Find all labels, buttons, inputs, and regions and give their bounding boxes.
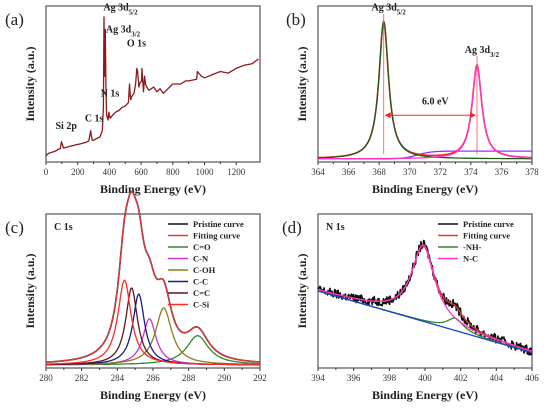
x-tick-label: 366 xyxy=(342,167,356,177)
legend-label: Pristine curve xyxy=(193,219,244,229)
y-axis-label: Intensity (a.u.) xyxy=(295,46,309,121)
x-tick-label: 284 xyxy=(111,373,125,383)
x-tick-label: 400 xyxy=(103,167,117,177)
panel-label: (c) xyxy=(5,218,24,237)
x-tick-label: 404 xyxy=(490,373,504,383)
x-tick-label: 0 xyxy=(44,167,49,177)
x-tick-label: 406 xyxy=(525,373,539,383)
panel-label: (d) xyxy=(282,218,302,237)
series-line-c-oh xyxy=(46,307,260,366)
series-line-curve xyxy=(45,16,259,157)
legend-label: N-C xyxy=(463,254,478,264)
x-tick-label: 286 xyxy=(146,373,160,383)
legend-label: C-N xyxy=(193,254,209,264)
x-tick-label: 288 xyxy=(182,373,196,383)
legend-label: Fitting curve xyxy=(463,231,510,241)
peak-annotation: 6.0 eV xyxy=(422,96,449,107)
x-tick-label: 368 xyxy=(372,167,386,177)
arrow-head-right xyxy=(469,112,476,119)
x-tick-label: 374 xyxy=(464,167,478,177)
arrow-head-left xyxy=(384,112,391,119)
x-axis-label: Binding Energy (eV) xyxy=(372,182,478,196)
y-axis-label: Intensity (a.u.) xyxy=(23,46,37,121)
peak-annotation: Ag 3d3/2 xyxy=(106,25,141,39)
peak-annotation: C 1s xyxy=(85,113,104,124)
panel-title: N 1s xyxy=(326,222,345,233)
series-line-envelope xyxy=(317,20,533,159)
legend-label: C-Si xyxy=(193,300,210,310)
x-tick-label: 378 xyxy=(525,167,539,177)
x-tick-label: 1000 xyxy=(196,167,215,177)
x-tick-label: 402 xyxy=(454,373,468,383)
x-tick-label: 280 xyxy=(39,373,53,383)
x-tick-label: 394 xyxy=(311,373,325,383)
panel-title: C 1s xyxy=(54,222,73,233)
x-tick-label: 370 xyxy=(403,167,417,177)
legend-label: Fitting curve xyxy=(193,231,240,241)
plot-frame xyxy=(45,5,261,163)
series-line-n-c xyxy=(317,245,533,352)
x-tick-label: 282 xyxy=(75,373,89,383)
peak-annotation: Ag 3d3/2 xyxy=(465,45,500,59)
series-line-background xyxy=(317,290,533,354)
series-line-c-si xyxy=(46,279,260,366)
legend-label: C=C xyxy=(193,288,210,298)
x-tick-label: 600 xyxy=(134,167,148,177)
peak-annotation: Ag 3d5/2 xyxy=(103,3,138,17)
x-tick-label: 1200 xyxy=(227,167,246,177)
panel-d: 394 396 398 400 402 404 406 Binding Energy (eV)… xyxy=(282,213,539,402)
series-line-c-c xyxy=(46,293,260,366)
y-axis-label: Intensity (a.u.) xyxy=(23,253,37,328)
x-tick-label: 364 xyxy=(311,167,325,177)
x-tick-label: 372 xyxy=(434,167,448,177)
x-axis-label: Binding Energy (eV) xyxy=(372,388,478,402)
peak-annotation: O 1s xyxy=(127,39,146,50)
panel-b: 364 366 368 370 372 374 376 378 Binding Energy (… xyxy=(286,3,539,196)
y-axis-label: Intensity (a.u.) xyxy=(295,253,309,328)
peak-annotation: Ag 3d5/2 xyxy=(372,3,407,17)
legend-label: C=O xyxy=(193,242,211,252)
legend-label: -NH- xyxy=(463,242,482,252)
x-tick-label: 200 xyxy=(71,167,85,177)
x-tick-label: 376 xyxy=(495,167,509,177)
peak-annotation: Si 2p xyxy=(56,121,78,132)
x-tick-label: 398 xyxy=(383,373,397,383)
legend-label: C-OH xyxy=(193,265,216,275)
panel-c: 280 282 284 286 288 290 292 Binding Energy (eV)… xyxy=(5,190,267,402)
x-tick-label: 290 xyxy=(218,373,232,383)
plot-frame xyxy=(317,5,533,163)
panel-label: (b) xyxy=(286,10,306,29)
x-tick-label: 292 xyxy=(253,373,267,383)
x-axis-label: Binding Energy (eV) xyxy=(100,182,206,196)
x-tick-label: 800 xyxy=(166,167,180,177)
x-tick-label: 400 xyxy=(418,373,432,383)
legend-label: C-C xyxy=(193,277,208,287)
peak-annotation: N 1s xyxy=(101,88,120,99)
legend-label: Pristine curve xyxy=(463,219,514,229)
panel-a: 0 200 400 600 800 1000 1200 Binding Energy (eV)… xyxy=(5,3,261,196)
series-line-component xyxy=(318,21,532,160)
x-axis-label: Binding Energy (eV) xyxy=(100,388,206,402)
x-tick-label: 396 xyxy=(347,373,361,383)
series-line-pristine-curve xyxy=(45,190,261,363)
series-line-fitting-curve xyxy=(46,190,260,363)
panel-label: (a) xyxy=(5,10,24,29)
series-line-component xyxy=(318,64,532,160)
